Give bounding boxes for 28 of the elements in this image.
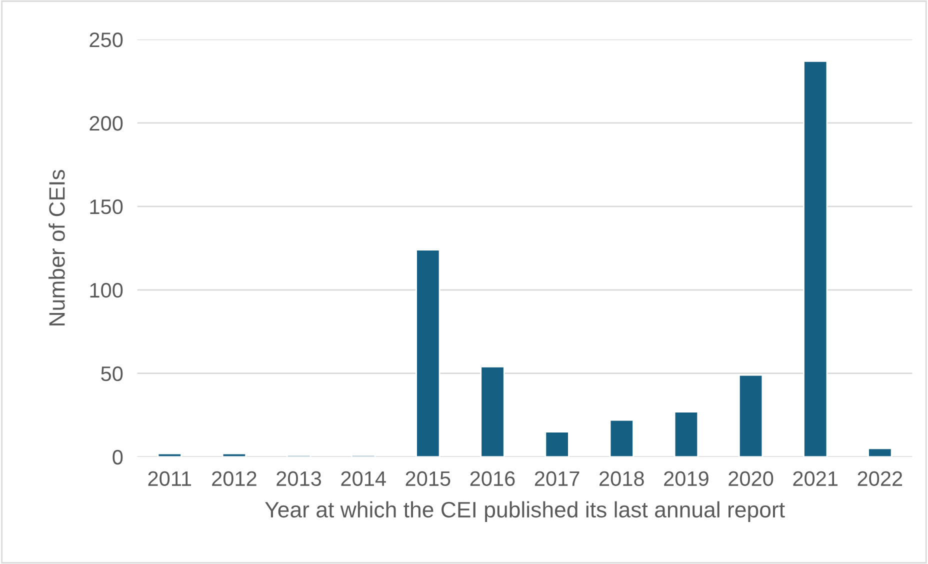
y-tick-label: 200 bbox=[90, 116, 123, 131]
x-tick-label: 2019 bbox=[664, 471, 708, 486]
x-tick-label: 2021 bbox=[793, 471, 838, 486]
x-tick-label: 2013 bbox=[276, 471, 322, 486]
bar bbox=[544, 431, 570, 457]
x-tick-label: 2014 bbox=[341, 471, 386, 486]
y-tick-label: 250 bbox=[90, 32, 123, 48]
y-tick-label: 50 bbox=[101, 366, 123, 382]
x-tick-label: 2012 bbox=[212, 471, 256, 486]
x-tick-label: 2020 bbox=[728, 471, 774, 486]
bar bbox=[868, 448, 892, 457]
bar bbox=[738, 374, 764, 457]
x-tick-label: 2022 bbox=[858, 471, 902, 486]
x-axis-title: Year at which the CEI published its last annual report bbox=[265, 501, 785, 522]
x-tick-label: 2018 bbox=[600, 471, 644, 486]
bar bbox=[609, 419, 634, 457]
bar bbox=[416, 249, 440, 457]
y-tick-label: 0 bbox=[112, 450, 123, 465]
bar bbox=[803, 60, 828, 457]
y-tick-label: 100 bbox=[90, 282, 123, 298]
y-tick-label: 150 bbox=[90, 199, 123, 214]
bar bbox=[480, 366, 505, 457]
x-tick-label: 2015 bbox=[406, 471, 450, 486]
y-axis-title: Number of CEIs bbox=[48, 170, 65, 326]
bar bbox=[674, 411, 699, 457]
x-tick-label: 2016 bbox=[470, 471, 515, 486]
x-tick-label: 2017 bbox=[534, 471, 580, 486]
x-tick-label: 2011 bbox=[148, 471, 192, 486]
